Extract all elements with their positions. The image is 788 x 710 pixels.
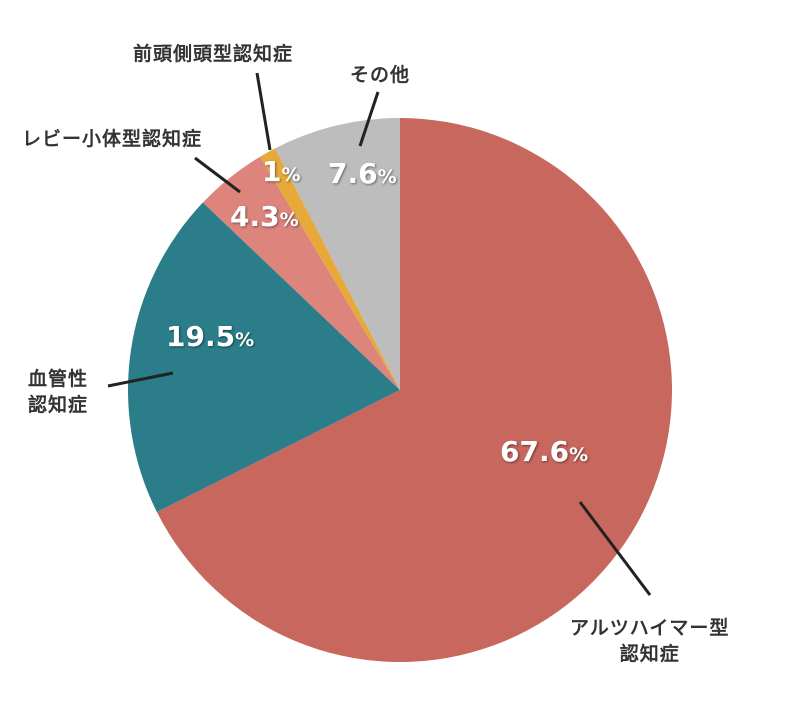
label-ftd: 前頭側頭型認知症 <box>133 43 294 65</box>
label-other: その他 <box>350 64 411 86</box>
pie-slice <box>156 118 673 662</box>
pct-lewy: 4.3% <box>230 200 299 233</box>
leader-line-other <box>358 91 380 147</box>
leader-line-alz <box>578 501 652 596</box>
label-lewy: レビー小体型認知症 <box>22 128 203 150</box>
leader-line-vas <box>107 371 174 388</box>
pie-slice <box>202 156 400 390</box>
pct-vas: 19.5% <box>166 320 255 353</box>
pie-slice <box>274 118 400 390</box>
pie-slice <box>127 202 400 512</box>
pct-alz: 67.6% <box>500 435 589 468</box>
pie-slice <box>260 148 400 390</box>
pct-other: 7.6% <box>328 157 397 190</box>
leader-line-lewy <box>194 156 241 194</box>
leader-line-ftd <box>255 72 272 151</box>
label-alz: アルツハイマー型 認知症 <box>570 617 730 665</box>
pct-ftd: 1% <box>262 155 301 188</box>
label-vas: 血管性 認知症 <box>28 368 89 416</box>
